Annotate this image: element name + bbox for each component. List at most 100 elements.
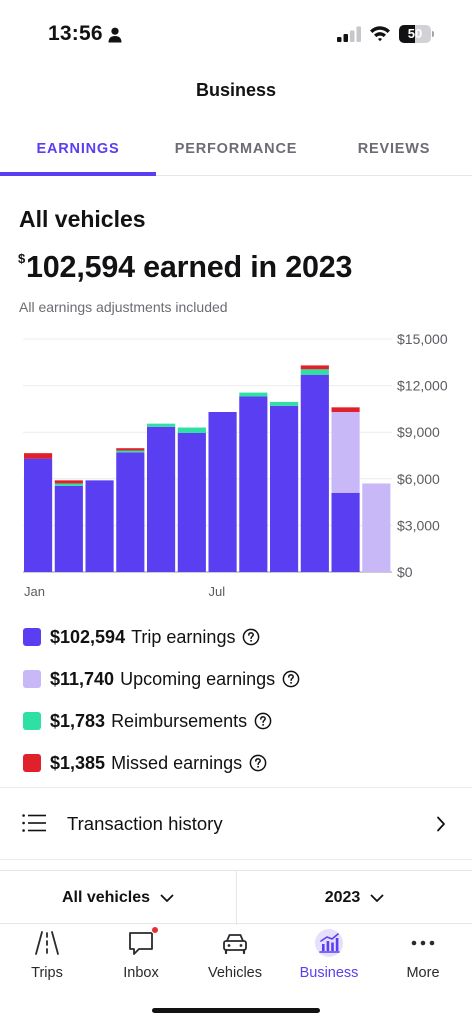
bar-may-trip-earnings[interactable] (147, 426, 176, 572)
tab-earnings[interactable]: EARNINGS (36, 141, 120, 157)
bottom-navigation: Trips Inbox Vehicles Business (0, 925, 472, 997)
year-filter-value: 2023 (324, 889, 361, 906)
bar-dec-upcoming-earnings[interactable] (362, 483, 391, 572)
battery-percentage: 50 (407, 26, 423, 41)
notification-badge (151, 926, 159, 934)
legend-label: Upcoming earnings (120, 668, 276, 689)
nav-label: Trips (31, 965, 63, 981)
chat-icon (129, 932, 153, 955)
legend-item-reimbursements: $1,783 Reimbursements (23, 700, 453, 742)
battery-indicator: 50 (399, 25, 434, 43)
filter-bar: All vehicles 2023 (0, 870, 472, 925)
upcoming-swatch (23, 670, 41, 688)
legend-label: Missed earnings (111, 752, 243, 773)
nav-label: More (406, 965, 440, 981)
bar-feb-trip-earnings[interactable] (54, 485, 83, 572)
y-tick-label: $15,000 (397, 331, 448, 347)
nav-business[interactable]: Business (282, 925, 376, 995)
tab-bar: EARNINGS PERFORMANCE REVIEWS (0, 122, 472, 176)
help-icon[interactable] (282, 670, 300, 688)
nav-label: Vehicles (207, 965, 262, 981)
bar-apr-trip-earnings[interactable] (116, 452, 145, 572)
nav-label: Business (299, 965, 359, 981)
more-icon (411, 940, 435, 946)
bar-jul-trip-earnings[interactable] (208, 412, 237, 572)
bar-feb-missed-earnings[interactable] (54, 480, 83, 484)
person-icon (108, 27, 122, 43)
bar-oct-reimbursements[interactable] (300, 369, 329, 375)
legend-value: $11,740 (50, 668, 115, 689)
reimbursement-swatch (23, 712, 41, 730)
legend-label: Trip earnings (131, 626, 236, 647)
bar-apr-reimbursements[interactable] (116, 450, 145, 453)
nav-inbox[interactable]: Inbox (94, 925, 188, 995)
y-tick-label: $12,000 (397, 378, 448, 394)
battery-fill (399, 25, 415, 43)
status-bar: 13:56 50 (0, 0, 472, 64)
help-icon[interactable] (249, 754, 267, 772)
bar-apr-missed-earnings[interactable] (116, 448, 145, 451)
bar-nov-upcoming-earnings[interactable] (331, 412, 360, 493)
divider (0, 859, 472, 860)
status-time: 13:56 (48, 22, 103, 45)
total-earned: $102,594 earned in 2023 (18, 250, 352, 285)
nav-trips[interactable]: Trips (0, 925, 94, 995)
bar-nov-missed-earnings[interactable] (331, 407, 360, 413)
bar-may-reimbursements[interactable] (147, 423, 176, 427)
trip-swatch (23, 628, 41, 646)
transaction-history-label: Transaction history (67, 813, 223, 834)
vehicle-filter-value: All vehicles (61, 889, 151, 906)
legend-item-upcoming: $11,740 Upcoming earnings (23, 658, 453, 700)
bar-aug-reimbursements[interactable] (239, 392, 268, 397)
bar-aug-trip-earnings[interactable] (239, 396, 268, 572)
help-icon[interactable] (242, 628, 260, 646)
y-tick-label: $9,000 (397, 424, 440, 440)
tab-performance[interactable]: PERFORMANCE (174, 141, 298, 157)
adjustments-note: All earnings adjustments included (19, 299, 228, 315)
help-icon[interactable] (254, 712, 272, 730)
bar-mar-trip-earnings[interactable] (85, 480, 114, 572)
chevron-down-icon (160, 894, 174, 902)
nav-more[interactable]: More (376, 925, 470, 995)
bar-oct-missed-earnings[interactable] (300, 365, 329, 370)
page-title: Business (195, 80, 277, 100)
legend-value: $1,783 (50, 710, 106, 731)
battery-cap (432, 31, 434, 37)
bar-sep-reimbursements[interactable] (270, 401, 299, 406)
bar-jun-trip-earnings[interactable] (177, 432, 206, 572)
filter-separator (236, 871, 237, 925)
vehicles-heading: All vehicles (19, 206, 146, 232)
x-tick-label: Jul (209, 584, 226, 599)
nav-label: Inbox (123, 965, 159, 981)
cellular-signal-icon (337, 26, 361, 42)
legend-value: $102,594 (50, 626, 126, 647)
earned-text: 102,594 earned in 2023 (26, 250, 353, 284)
legend-item-missed: $1,385 Missed earnings (23, 742, 453, 784)
legend-label: Reimbursements (111, 710, 248, 731)
bar-sep-trip-earnings[interactable] (270, 405, 299, 572)
divider (0, 787, 472, 788)
bar-chart-icon (315, 929, 343, 957)
legend-value: $1,385 (50, 752, 106, 773)
bar-jun-reimbursements[interactable] (177, 427, 206, 433)
bar-jan-trip-earnings[interactable] (24, 458, 53, 572)
chevron-down-icon (370, 894, 384, 902)
currency-symbol: $ (18, 251, 26, 266)
nav-vehicles[interactable]: Vehicles (188, 925, 282, 995)
legend-item-trip: $102,594 Trip earnings (23, 616, 453, 658)
bar-jan-missed-earnings[interactable] (24, 453, 53, 459)
home-indicator (152, 1008, 320, 1013)
transaction-history-row[interactable]: Transaction history (0, 789, 472, 859)
wifi-icon (370, 26, 390, 42)
chevron-right-icon (437, 816, 445, 832)
tab-reviews[interactable]: REVIEWS (357, 141, 431, 157)
bar-oct-trip-earnings[interactable] (300, 374, 329, 572)
year-filter-dropdown[interactable]: 2023 (237, 871, 472, 925)
x-tick-label: Jan (24, 584, 45, 599)
bar-feb-reimbursements[interactable] (54, 483, 83, 486)
vehicle-filter-dropdown[interactable]: All vehicles (0, 871, 236, 925)
battery-body: 50 (399, 25, 431, 43)
earnings-bar-chart: $0 $3,000 $6,000 $9,000 $12,000 $15,000 Jan Jul (23, 331, 448, 599)
bar-nov-trip-earnings[interactable] (331, 492, 360, 572)
chart-legend: $102,594 Trip earnings $11,740 Upcoming … (23, 616, 453, 784)
